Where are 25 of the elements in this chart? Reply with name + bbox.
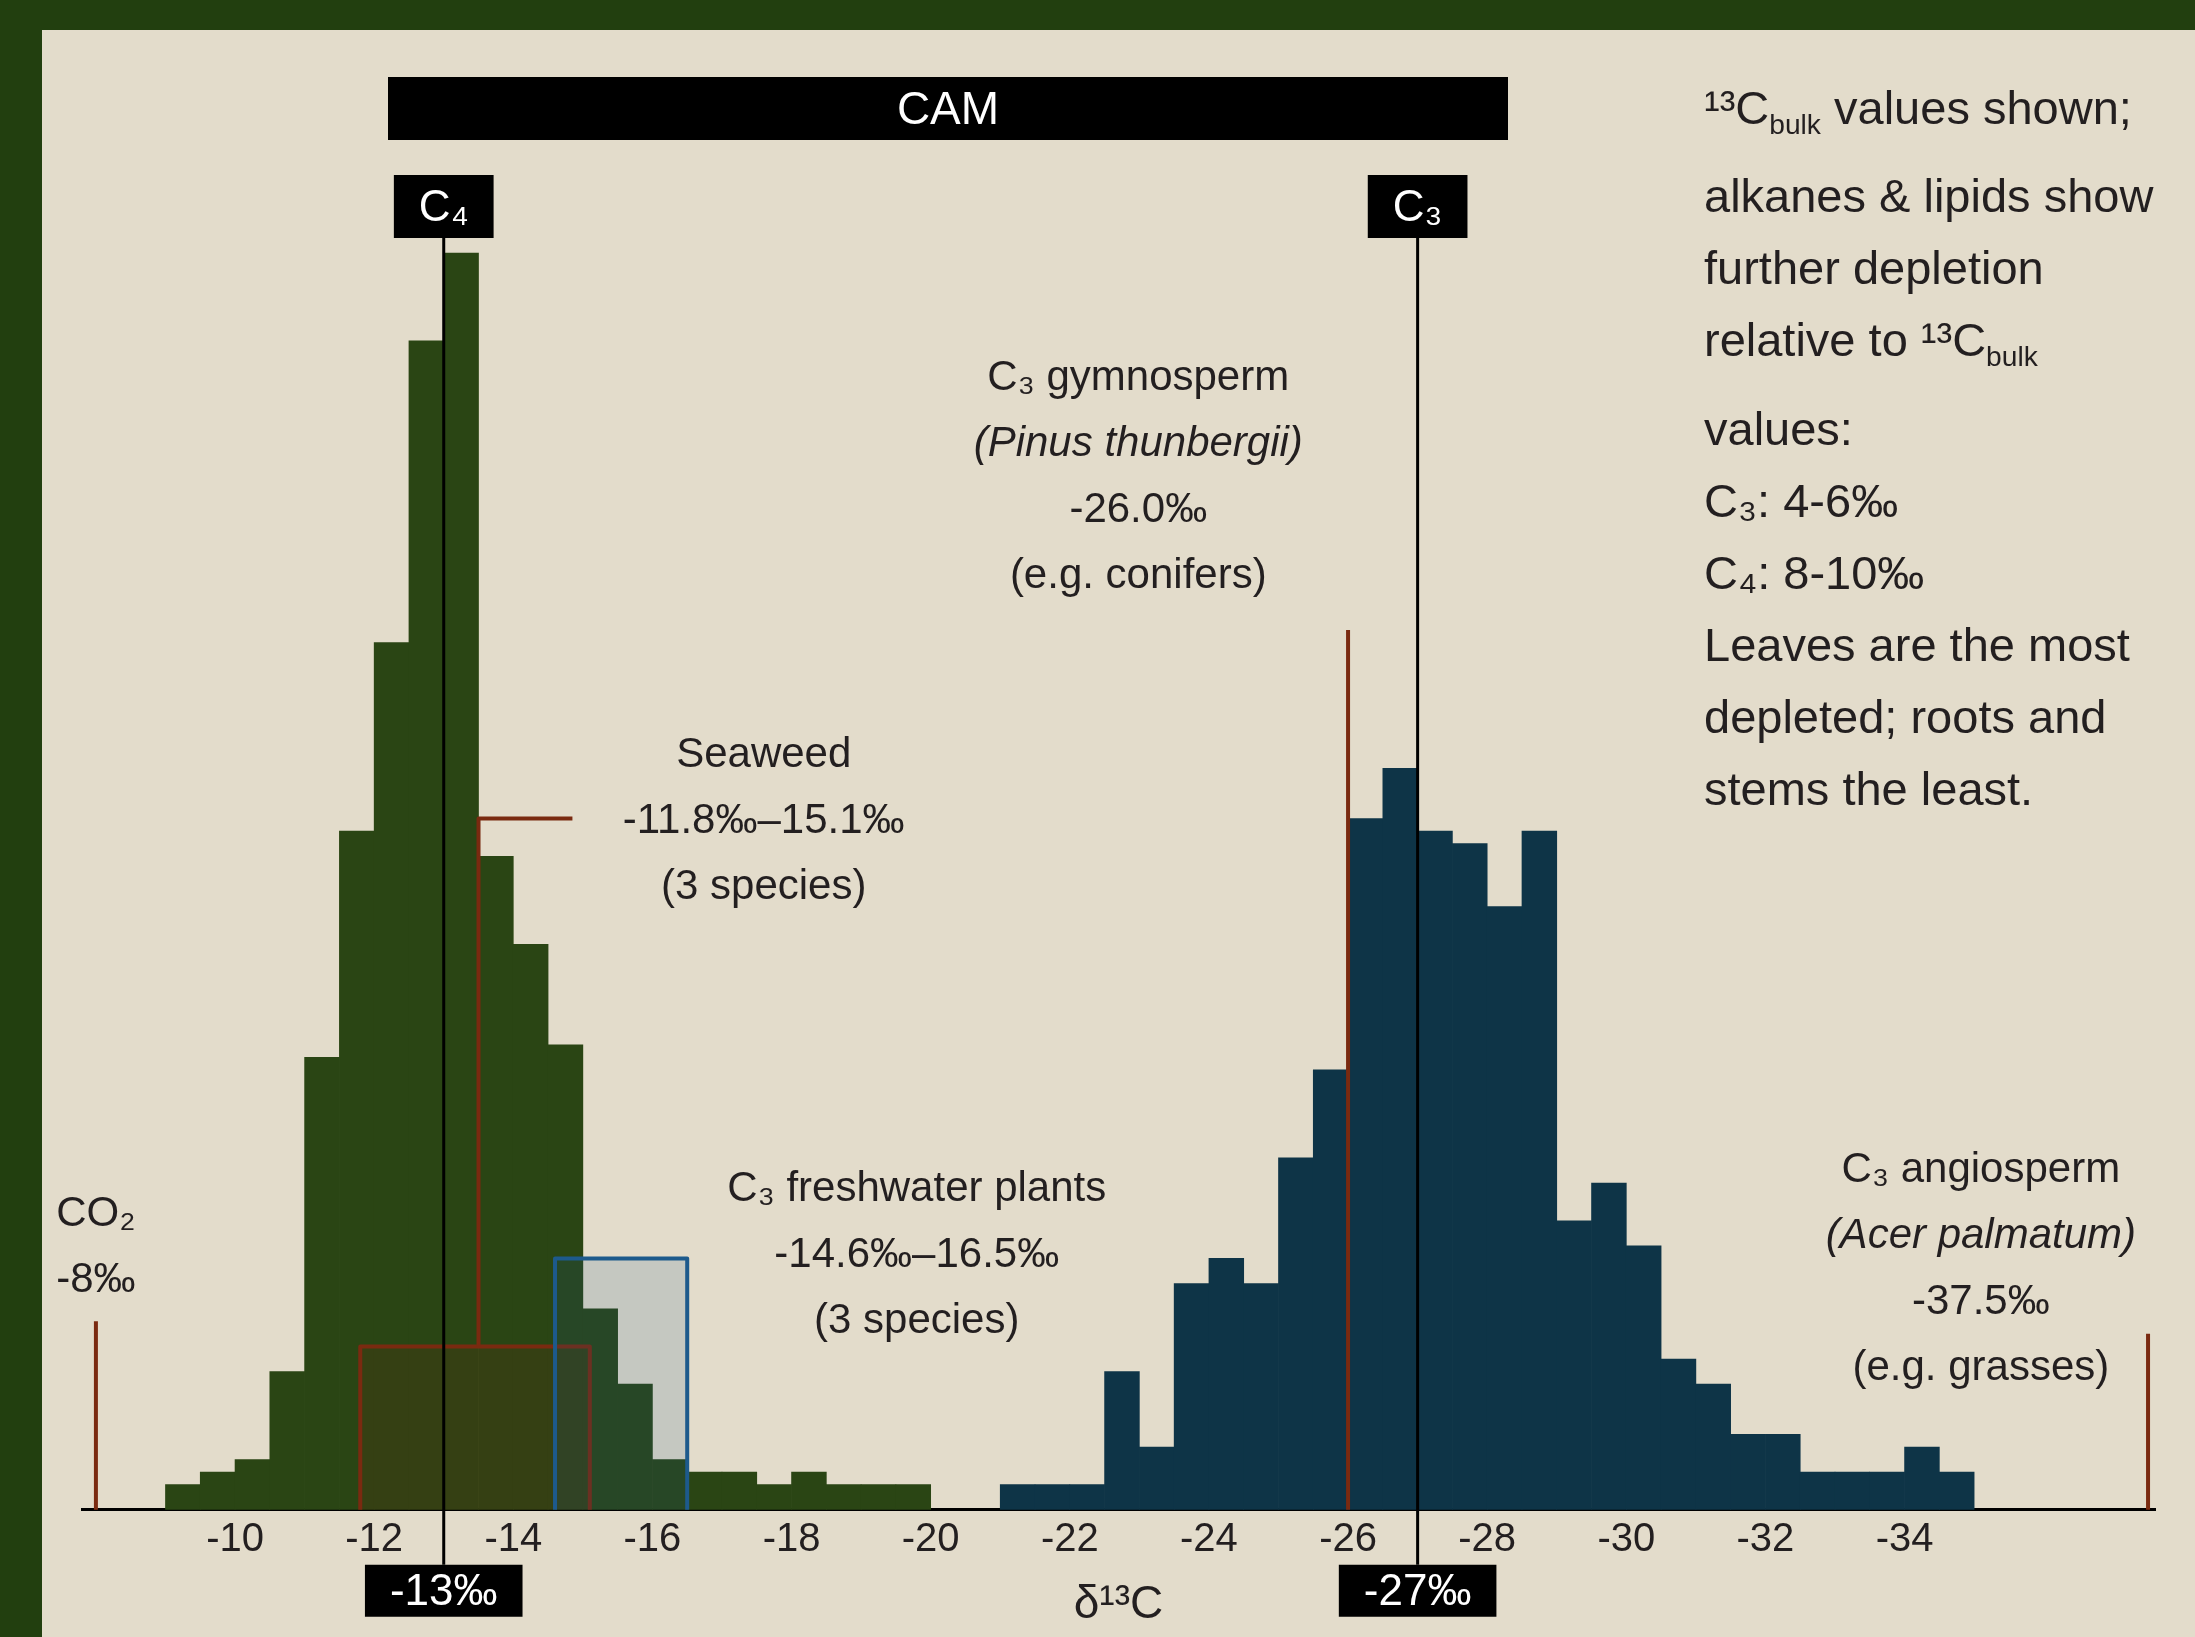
x-tick-label: -24 [1180,1514,1238,1559]
x-tick-label: -28 [1458,1514,1517,1559]
ref-line-label: CO₂ -8‰ [56,1188,136,1302]
text: ¹³C$_{bulk}$ values shown; alkanes & lipids show further depletion relative to ¹³C$_{bulk}$ values: C₃: 4-6‰ C₄: 8-10‰ Leaves are the most depleted; roots and stems the least. [1704,81,2154,815]
ref-line-label: C₄ [418,180,469,230]
ref-line-label: C₃ [1392,180,1443,230]
text: -13‰ [389,1564,498,1614]
ref-line-label: C₃ gymnosperm (Pinus thunbergii) -26.0‰ (e.g. conifers) [973,352,1303,598]
x-tick-label: -20 [901,1514,960,1559]
x-tick-label: -34 [1875,1514,1934,1559]
x-tick-label: -14 [484,1514,543,1559]
x-tick-label: -32 [1736,1514,1795,1559]
x-tick-label: -12 [345,1514,404,1559]
x-tick-label: -26 [1319,1514,1377,1559]
x-tick-label: -30 [1597,1514,1656,1559]
banner: CAM [388,77,1508,140]
text: -27‰ [1363,1564,1472,1614]
band-label: C₃ freshwater plants -14.6‰–16.5‰ (3 species) [727,1162,1107,1342]
band-label: Seaweed -11.8‰–15.1‰ (3 species) [622,729,905,909]
x-tick-label: -16 [623,1514,682,1559]
x-tick-label: -10 [206,1514,264,1559]
x-tick-label: -22 [1040,1514,1099,1559]
x-tick-label: -18 [762,1514,821,1559]
x-axis-title: δ¹³C [1073,1576,1164,1629]
ref-line-label: C₃ angiosperm (Acer palmatum) -37.5‰ (e.g. grasses) [1825,1144,2137,1390]
